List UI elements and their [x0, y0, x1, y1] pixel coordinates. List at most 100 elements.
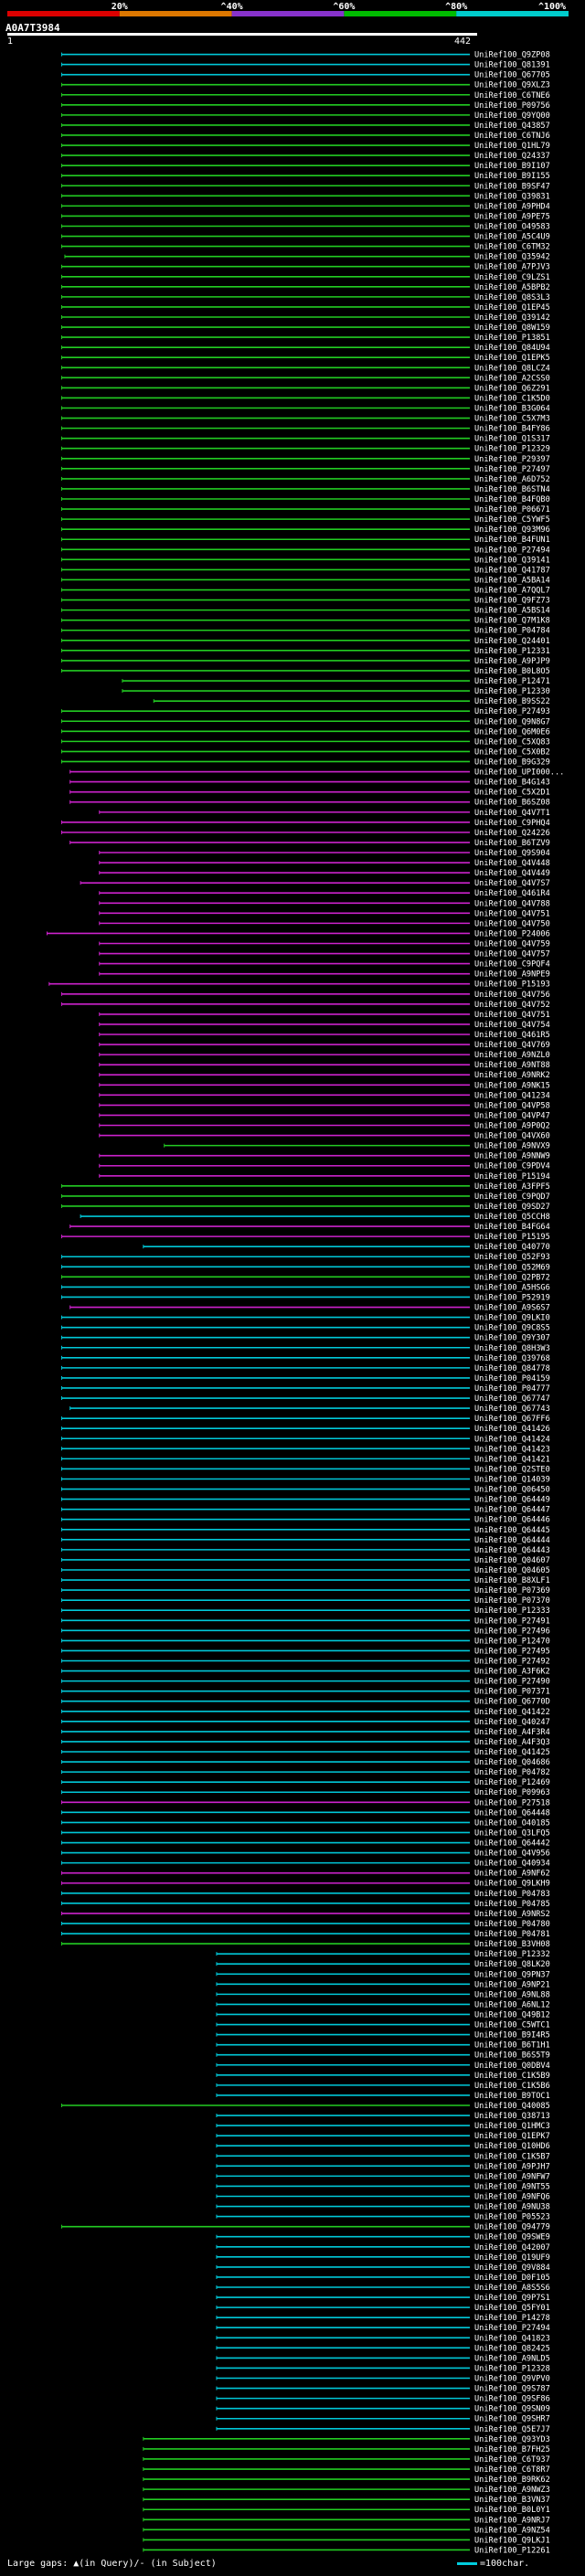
- hit-label[interactable]: UniRef100_P07369: [474, 1586, 550, 1595]
- hit-row[interactable]: UniRef100_D0F105: [216, 2274, 550, 2283]
- hit-row[interactable]: UniRef100_P24006: [47, 929, 550, 938]
- hit-label[interactable]: UniRef100_Q64443: [474, 1546, 550, 1555]
- hit-row[interactable]: UniRef100_Q4VP47: [99, 1111, 550, 1120]
- hit-label[interactable]: UniRef100_C6TNJ6: [474, 132, 550, 141]
- hit-row[interactable]: UniRef100_B9G329: [61, 758, 550, 767]
- hit-row[interactable]: UniRef100_C5YWF5: [61, 515, 550, 525]
- hit-row[interactable]: UniRef100_P52919: [61, 1293, 550, 1302]
- hit-row[interactable]: UniRef100_Q67705: [61, 71, 550, 80]
- hit-label[interactable]: UniRef100_Q42007: [474, 2243, 550, 2253]
- hit-label[interactable]: UniRef100_B9RK62: [474, 2475, 550, 2485]
- hit-label[interactable]: UniRef100_C1K5B9: [474, 2072, 550, 2081]
- hit-row[interactable]: UniRef100_C9LZS1: [61, 273, 550, 282]
- hit-label[interactable]: UniRef100_B7FH25: [474, 2445, 550, 2454]
- hit-row[interactable]: UniRef100_A9PHD4: [61, 202, 550, 211]
- hit-row[interactable]: UniRef100_A9NRK2: [99, 1071, 550, 1080]
- hit-label[interactable]: UniRef100_Q40934: [474, 1860, 550, 1869]
- hit-label[interactable]: UniRef100_P27493: [474, 707, 550, 716]
- hit-row[interactable]: UniRef100_Q0DBV4: [216, 2062, 550, 2071]
- hit-label[interactable]: UniRef100_A9NZL0: [474, 1051, 550, 1060]
- hit-label[interactable]: UniRef100_Q4V751: [474, 1011, 550, 1020]
- hit-label[interactable]: UniRef100_Q40085: [474, 2102, 550, 2111]
- hit-row[interactable]: UniRef100_P07370: [61, 1596, 550, 1606]
- hit-row[interactable]: UniRef100_P04783: [61, 1890, 550, 1899]
- hit-label[interactable]: UniRef100_Q1HL79: [474, 142, 550, 151]
- hit-row[interactable]: UniRef100_Q8LCZ4: [61, 364, 550, 373]
- hit-label[interactable]: UniRef100_A2CSS0: [474, 374, 550, 383]
- hit-label[interactable]: UniRef100_Q4VX60: [474, 1132, 550, 1141]
- hit-row[interactable]: UniRef100_A5C4U9: [61, 233, 550, 242]
- hit-row[interactable]: UniRef100_Q40770: [143, 1243, 550, 1252]
- hit-row[interactable]: UniRef100_Q81391: [61, 61, 550, 70]
- hit-row[interactable]: UniRef100_C1K5B6: [216, 2082, 550, 2091]
- hit-row[interactable]: UniRef100_A5BS14: [61, 607, 550, 616]
- hit-label[interactable]: UniRef100_Q4V7T1: [474, 809, 550, 818]
- hit-label[interactable]: UniRef100_Q7M1K8: [474, 617, 550, 626]
- hit-row[interactable]: UniRef100_Q4V956: [61, 1850, 550, 1859]
- hit-row[interactable]: UniRef100_P27493: [61, 707, 550, 716]
- hit-label[interactable]: UniRef100_Q84U94: [474, 344, 550, 353]
- hit-row[interactable]: UniRef100_Q06450: [61, 1486, 550, 1495]
- hit-row[interactable]: UniRef100_Q1EPK7: [216, 2132, 550, 2141]
- hit-row[interactable]: UniRef100_A9NT88: [99, 1061, 550, 1070]
- hit-row[interactable]: UniRef100_Q82425: [216, 2344, 550, 2353]
- hit-label[interactable]: UniRef100_P07370: [474, 1596, 550, 1606]
- hit-row[interactable]: UniRef100_A7QQL7: [61, 587, 550, 596]
- hit-label[interactable]: UniRef100_A7PJV3: [474, 263, 550, 272]
- hit-label[interactable]: UniRef100_Q4V759: [474, 939, 550, 949]
- hit-row[interactable]: UniRef100_A9NK15: [99, 1081, 550, 1090]
- hit-label[interactable]: UniRef100_Q9LKH9: [474, 1880, 550, 1889]
- hit-row[interactable]: UniRef100_Q64449: [61, 1496, 550, 1505]
- hit-label[interactable]: UniRef100_Q4VP58: [474, 1101, 550, 1110]
- hit-label[interactable]: UniRef100_A6D752: [474, 475, 550, 484]
- hit-row[interactable]: UniRef100_P12329: [61, 445, 550, 454]
- hit-row[interactable]: UniRef100_Q9ZP08: [61, 51, 550, 60]
- hit-label[interactable]: UniRef100_Q4V756: [474, 991, 550, 1000]
- hit-label[interactable]: UniRef100_Q0DBV4: [474, 2062, 550, 2071]
- hit-label[interactable]: UniRef100_Q14039: [474, 1475, 550, 1484]
- hit-label[interactable]: UniRef100_Q9LKJ1: [474, 2536, 550, 2545]
- hit-label[interactable]: UniRef100_P04159: [474, 1374, 550, 1383]
- hit-label[interactable]: UniRef100_Q4V788: [474, 899, 550, 908]
- hit-row[interactable]: UniRef100_Q9S904: [99, 849, 550, 858]
- hit-label[interactable]: UniRef100_C9PDV4: [474, 1162, 550, 1171]
- hit-row[interactable]: UniRef100_A9NZL0: [99, 1051, 550, 1060]
- hit-row[interactable]: UniRef100_Q9YQ00: [61, 111, 550, 121]
- hit-row[interactable]: UniRef100_A9NZ54: [143, 2526, 550, 2535]
- hit-row[interactable]: UniRef100_P04159: [61, 1374, 550, 1383]
- hit-label[interactable]: UniRef100_B9SF47: [474, 182, 550, 191]
- hit-row[interactable]: UniRef100_P27491: [61, 1617, 550, 1626]
- hit-label[interactable]: UniRef100_B8XLF1: [474, 1576, 550, 1585]
- hit-row[interactable]: UniRef100_P12261: [143, 2546, 550, 2555]
- hit-label[interactable]: UniRef100_Q81391: [474, 61, 550, 70]
- hit-row[interactable]: UniRef100_Q4V752: [61, 1001, 550, 1010]
- hit-row[interactable]: UniRef100_Q9SWE9: [216, 2233, 550, 2242]
- hit-row[interactable]: UniRef100_A6NL12: [216, 2000, 550, 2009]
- hit-label[interactable]: UniRef100_Q39141: [474, 556, 550, 565]
- hit-row[interactable]: UniRef100_Q9LKJ1: [143, 2536, 550, 2545]
- hit-row[interactable]: UniRef100_Q41423: [61, 1445, 550, 1454]
- hit-label[interactable]: UniRef100_A9NT55: [474, 2182, 550, 2191]
- hit-row[interactable]: UniRef100_Q1EPK5: [61, 354, 550, 363]
- hit-label[interactable]: UniRef100_Q4V751: [474, 909, 550, 918]
- hit-row[interactable]: UniRef100_Q4V756: [61, 991, 550, 1000]
- hit-row[interactable]: UniRef100_C6TM32: [61, 243, 550, 252]
- hit-label[interactable]: UniRef100_A9NRS2: [474, 1910, 550, 1919]
- hit-label[interactable]: UniRef100_Q41823: [474, 2334, 550, 2343]
- hit-label[interactable]: UniRef100_B4FUN1: [474, 535, 550, 545]
- hit-label[interactable]: UniRef100_Q9P7S1: [474, 2294, 550, 2303]
- hit-label[interactable]: UniRef100_Q1EPK5: [474, 354, 550, 363]
- hit-label[interactable]: UniRef100_Q9SD27: [474, 1203, 550, 1212]
- hit-row[interactable]: UniRef100_P06671: [61, 505, 550, 514]
- hit-label[interactable]: UniRef100_Q1S317: [474, 435, 550, 444]
- hit-row[interactable]: UniRef100_B9I4R5: [216, 2031, 550, 2041]
- hit-label[interactable]: UniRef100_Q67743: [474, 1405, 550, 1414]
- hit-row[interactable]: UniRef100_O40185: [61, 1818, 550, 1828]
- hit-row[interactable]: UniRef100_Q9LKH9: [61, 1880, 550, 1889]
- hit-label[interactable]: UniRef100_Q9FZ73: [474, 597, 550, 606]
- hit-label[interactable]: UniRef100_B3VN37: [474, 2496, 550, 2505]
- hit-label[interactable]: UniRef100_C6T8R7: [474, 2465, 550, 2475]
- hit-row[interactable]: UniRef100_A9NP21: [216, 1980, 550, 1989]
- hit-label[interactable]: UniRef100_Q9C8S5: [474, 1324, 550, 1333]
- hit-label[interactable]: UniRef100_P13851: [474, 334, 550, 343]
